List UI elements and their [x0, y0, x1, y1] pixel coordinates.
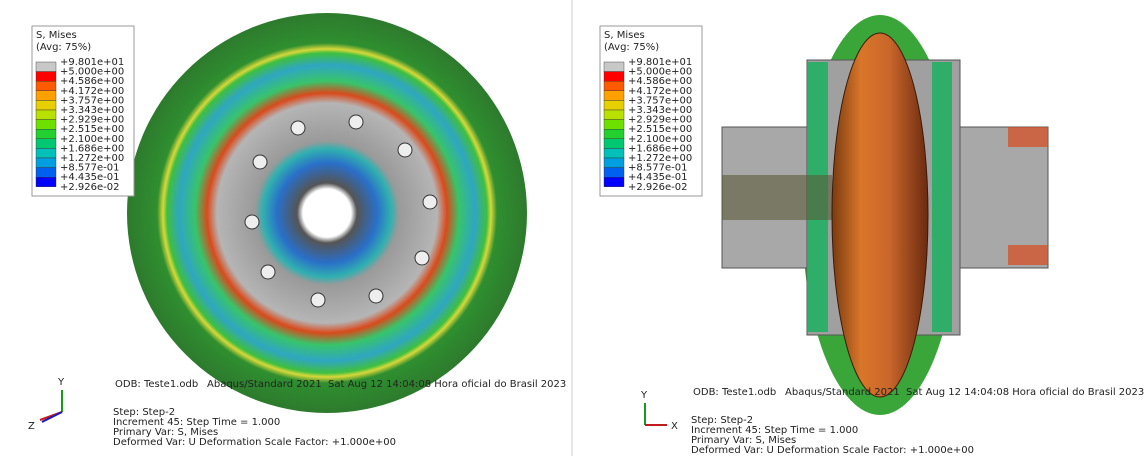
- legend-swatch: [604, 139, 624, 149]
- timestamp: Sat Aug 12 14:04:08 Hora oficial do Bras…: [906, 387, 1144, 398]
- timestamp: Sat Aug 12 14:04:08 Hora oficial do Bras…: [328, 379, 566, 390]
- odb-name: ODB: Teste1.odb: [115, 379, 198, 390]
- solver: Abaqus/Standard 2021: [785, 387, 900, 398]
- legend-swatch: [604, 168, 624, 178]
- legend-label: +2.926e-02: [628, 182, 688, 193]
- triad-label: Y: [57, 377, 65, 388]
- model-view: [722, 15, 1048, 415]
- legend-subtitle: (Avg: 75%): [604, 42, 659, 53]
- legend-swatch: [36, 177, 56, 187]
- legend-title: S, Mises: [604, 30, 645, 41]
- legend-swatch: [604, 158, 624, 168]
- odb-name: ODB: Teste1.odb: [693, 387, 776, 398]
- legend-swatch: [36, 148, 56, 158]
- legend-swatch: [604, 62, 624, 72]
- legend-swatch: [36, 62, 56, 72]
- legend-label: +2.926e-02: [60, 182, 120, 193]
- step-info: Deformed Var: U Deformation Scale Factor…: [113, 437, 396, 448]
- legend-swatch: [36, 158, 56, 168]
- legend-swatch: [36, 110, 56, 120]
- legend-swatch: [604, 177, 624, 187]
- legend-swatch: [36, 139, 56, 149]
- legend-swatch: [36, 168, 56, 178]
- legend-swatch: [36, 129, 56, 139]
- legend-swatch: [604, 100, 624, 110]
- screenshot: S, Mises(Avg: 75%)+9.801e+01+5.000e+00+4…: [0, 0, 1144, 456]
- legend-swatch: [36, 81, 56, 91]
- legend-swatch: [36, 72, 56, 82]
- legend-swatch: [604, 120, 624, 130]
- triad-label: Y: [640, 390, 648, 401]
- legend-swatch: [36, 100, 56, 110]
- legend-swatch: [604, 81, 624, 91]
- solver: Abaqus/Standard 2021: [207, 379, 322, 390]
- legend-swatch: [604, 72, 624, 82]
- legend-subtitle: (Avg: 75%): [36, 42, 91, 53]
- legend-swatch: [36, 120, 56, 130]
- legend-swatch: [36, 91, 56, 101]
- step-info: Deformed Var: U Deformation Scale Factor…: [691, 445, 974, 456]
- triad-label: X: [671, 421, 678, 432]
- legend-swatch: [604, 91, 624, 101]
- legend-title: S, Mises: [36, 30, 77, 41]
- legend-swatch: [604, 129, 624, 139]
- legend-swatch: [604, 148, 624, 158]
- triad-label: Z: [28, 421, 35, 432]
- legend-swatch: [604, 110, 624, 120]
- triad-axis: [42, 412, 62, 422]
- model-view: [127, 13, 527, 413]
